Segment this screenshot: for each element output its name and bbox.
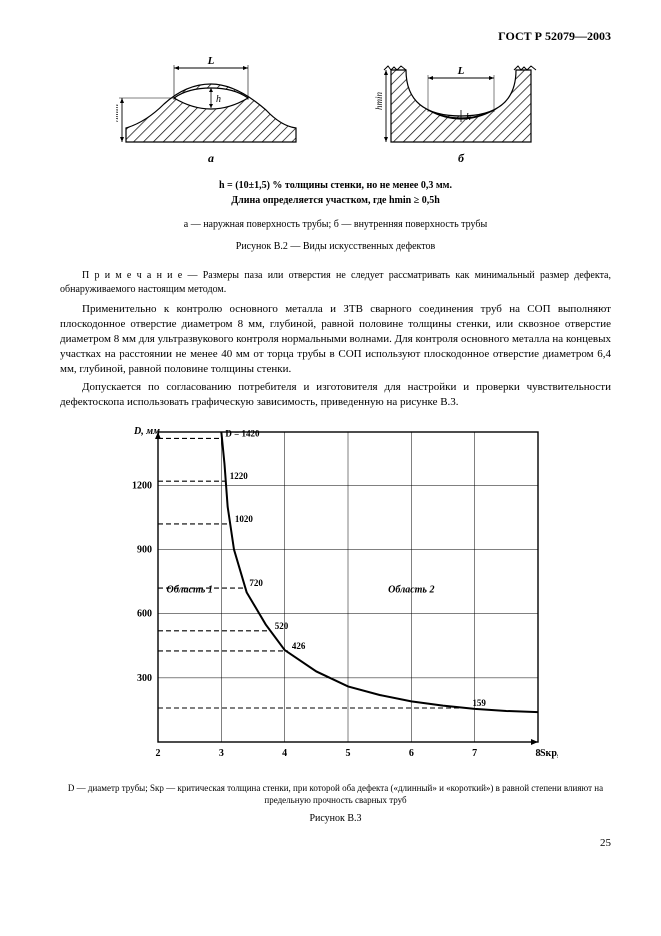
svg-text:7: 7	[472, 748, 477, 759]
chart-svg: 23456783006009001200D, ммSкр, ммD = 1420…	[114, 422, 558, 770]
svg-text:а: а	[208, 151, 214, 165]
note-text: П р и м е ч а н и е — Размеры паза или о…	[60, 269, 611, 296]
svg-text:426: 426	[291, 641, 305, 651]
svg-text:б: б	[458, 151, 465, 165]
svg-text:1220: 1220	[229, 471, 248, 481]
svg-text:hmin: hmin	[116, 104, 120, 123]
svg-text:4: 4	[282, 748, 287, 759]
svg-text:2: 2	[155, 748, 160, 759]
figure-b2-title: Рисунок В.2 — Виды искусственных дефекто…	[60, 240, 611, 254]
svg-text:1020: 1020	[234, 514, 253, 524]
caption-ab: а — наружная поверхность трубы; б — внут…	[60, 218, 611, 232]
svg-text:3: 3	[218, 748, 223, 759]
chart-b3: 23456783006009001200D, ммSкр, ммD = 1420…	[114, 422, 558, 775]
svg-text:L: L	[206, 55, 214, 67]
svg-text:D = 1420: D = 1420	[225, 429, 260, 439]
svg-text:Sкр, мм: Sкр, мм	[540, 748, 558, 759]
svg-text:6: 6	[408, 748, 413, 759]
svg-text:hmin: hmin	[374, 92, 384, 111]
figure-b3-title: Рисунок В.3	[60, 812, 611, 826]
svg-text:Область 2: Область 2	[388, 584, 434, 595]
paragraph-1: Применительно к контролю основного метал…	[60, 302, 611, 376]
svg-text:159: 159	[472, 698, 486, 708]
svg-text:D, мм: D, мм	[133, 426, 160, 437]
diagram-a: Lhhminhа	[116, 50, 306, 170]
formula-line2: Длина определяется участком, где hmin ≥ …	[60, 193, 611, 208]
svg-text:h: h	[466, 112, 471, 123]
svg-text:300: 300	[137, 673, 152, 684]
page-number: 25	[60, 836, 611, 851]
chart-caption: D — диаметр трубы; Sкр — критическая тол…	[60, 783, 611, 806]
svg-text:Область 1: Область 1	[166, 584, 212, 595]
svg-text:720: 720	[249, 578, 263, 588]
svg-text:1200: 1200	[132, 481, 152, 492]
svg-text:520: 520	[274, 621, 288, 631]
formula-block: h = (10±1,5) % толщины стенки, но не мен…	[60, 178, 611, 208]
paragraph-2: Допускается по согласованию потребителя …	[60, 380, 611, 410]
formula-line1: h = (10±1,5) % толщины стенки, но не мен…	[60, 178, 611, 193]
figure-b2-diagrams: Lh hmin h а Lhmin h б	[60, 50, 611, 170]
svg-text:5: 5	[345, 748, 350, 759]
diagram-b: Lhmin h б	[366, 50, 556, 170]
svg-text:900: 900	[137, 545, 152, 556]
svg-text:L: L	[456, 65, 464, 77]
svg-text:600: 600	[137, 609, 152, 620]
standard-header: ГОСТ Р 52079—2003	[60, 28, 611, 44]
svg-text:h: h	[216, 94, 221, 105]
